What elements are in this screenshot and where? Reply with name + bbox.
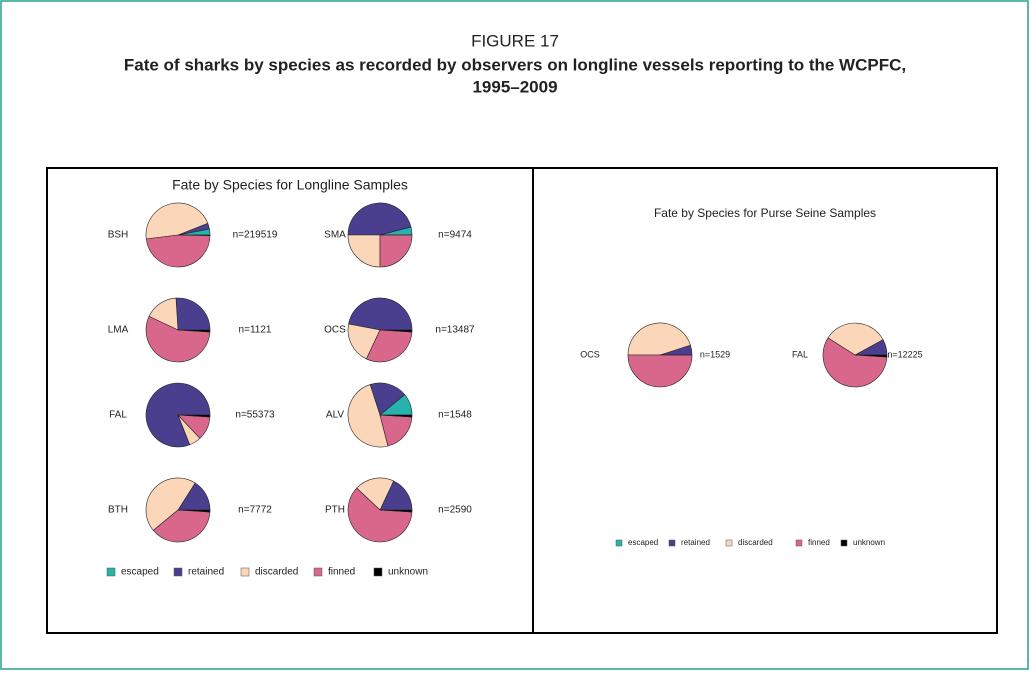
legend-label: escaped <box>628 538 658 547</box>
n-label: n=9474 <box>438 230 472 241</box>
panel-title: Fate by Species for Longline Samples <box>172 177 408 193</box>
panel-frame <box>532 167 998 634</box>
pie-slice <box>854 354 888 358</box>
legend-swatch <box>173 567 183 577</box>
n-label: n=219519 <box>233 230 278 241</box>
figure-label: FIGURE 17 <box>471 31 559 50</box>
pie-slice <box>379 414 413 418</box>
legend-swatch <box>668 539 676 547</box>
pie-slice <box>379 329 413 333</box>
pie-slice <box>175 297 211 331</box>
panel-title: Fate by Species for Purse Seine Samples <box>654 206 876 220</box>
pie-slice <box>145 315 211 363</box>
pie-slice <box>369 382 406 416</box>
legend-swatch <box>240 567 250 577</box>
pie-slice <box>145 234 211 268</box>
n-label: n=1121 <box>239 325 272 336</box>
legend-swatch <box>313 567 323 577</box>
species-label: PTH <box>325 505 345 516</box>
pie-slice <box>347 384 389 448</box>
legend-swatch <box>795 539 803 547</box>
legend-label: escaped <box>121 567 159 578</box>
legend-swatch <box>106 567 116 577</box>
species-label: SMA <box>324 230 346 241</box>
legend-swatch <box>373 567 383 577</box>
species-label: BTH <box>108 505 128 516</box>
species-label: FAL <box>109 410 127 421</box>
pie-slice <box>379 509 413 513</box>
n-label: n=13487 <box>435 325 475 336</box>
legend-label: unknown <box>853 538 885 547</box>
pie-slice <box>348 297 413 331</box>
n-label: n=7772 <box>238 505 272 516</box>
species-label: FAL <box>792 349 808 359</box>
n-label: n=55373 <box>235 410 275 421</box>
pie-slice <box>177 414 211 418</box>
pie-slice <box>827 322 884 356</box>
pie-slice <box>822 337 888 388</box>
n-label: n=1548 <box>438 410 472 421</box>
n-label: n=12225 <box>887 349 922 359</box>
pie-slice <box>627 322 691 356</box>
legend-swatch <box>725 539 733 547</box>
legend-label: finned <box>808 538 830 547</box>
pie-slice <box>627 354 693 388</box>
pie-slice <box>347 487 413 543</box>
legend-swatch <box>840 539 848 547</box>
legend-label: unknown <box>388 567 428 578</box>
n-label: n=2590 <box>438 505 472 516</box>
figure-title: Fate of sharks by species as recorded by… <box>124 55 906 74</box>
figure-title: 1995–2009 <box>472 77 557 96</box>
pie-slice <box>347 323 381 360</box>
species-label: LMA <box>108 325 129 336</box>
pie-slice <box>145 477 196 531</box>
species-label: OCS <box>580 349 600 359</box>
species-label: ALV <box>326 410 344 421</box>
species-label: BSH <box>108 230 129 241</box>
pie-slice <box>347 234 381 268</box>
pie-slice <box>177 509 211 513</box>
pie-slice <box>177 329 211 333</box>
legend-label: discarded <box>255 567 298 578</box>
pie-slice <box>356 477 395 511</box>
pie-slice <box>365 329 413 363</box>
pie-slice <box>145 202 209 240</box>
legend-swatch <box>615 539 623 547</box>
legend-label: retained <box>681 538 710 547</box>
pie-slice <box>347 202 412 236</box>
pie-slice <box>152 509 211 543</box>
n-label: n=1529 <box>700 349 730 359</box>
pie-slice <box>177 234 211 236</box>
legend-label: finned <box>328 567 355 578</box>
pie-slice <box>379 234 413 268</box>
species-label: OCS <box>324 325 346 336</box>
pie-slice <box>379 414 413 447</box>
legend-label: retained <box>188 567 224 578</box>
legend-label: discarded <box>738 538 773 547</box>
